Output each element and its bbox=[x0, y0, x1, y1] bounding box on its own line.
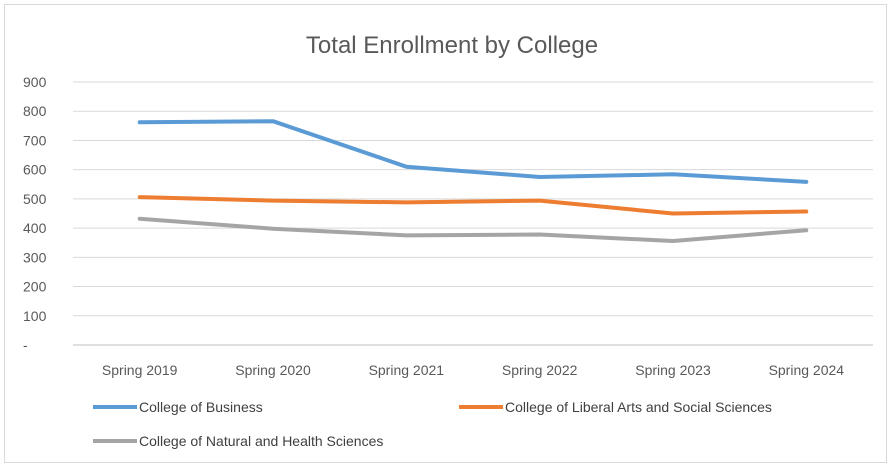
line-chart: Total Enrollment by College - 100 200 300 40… bbox=[23, 32, 873, 449]
y-tick-label: 700 bbox=[23, 132, 47, 148]
x-tick-label: Spring 2024 bbox=[769, 362, 845, 378]
x-tick-label: Spring 2019 bbox=[102, 362, 178, 378]
y-tick-label: 800 bbox=[23, 103, 47, 119]
y-tick-label: 900 bbox=[23, 74, 47, 90]
x-tick-label: Spring 2020 bbox=[235, 362, 311, 378]
y-tick-label: 600 bbox=[23, 162, 47, 178]
y-tick-label: 400 bbox=[23, 220, 47, 236]
legend-label: College of Business bbox=[139, 399, 263, 415]
chart-title: Total Enrollment by College bbox=[306, 32, 598, 59]
series-line-2 bbox=[137, 195, 809, 216]
y-tick-label: - bbox=[23, 337, 28, 353]
y-tick-label: 500 bbox=[23, 191, 47, 207]
x-tick-label: Spring 2022 bbox=[502, 362, 578, 378]
legend-label: College of Natural and Health Sciences bbox=[139, 433, 383, 449]
x-tick-label: Spring 2023 bbox=[635, 362, 711, 378]
y-tick-label: 300 bbox=[23, 249, 47, 265]
series-line-3 bbox=[137, 216, 809, 243]
y-tick-label: 100 bbox=[23, 308, 47, 324]
chart-area: Total Enrollment by College - 100 200 300 40… bbox=[4, 4, 887, 463]
legend-label: College of Liberal Arts and Social Scien… bbox=[505, 399, 772, 415]
series-line-1 bbox=[137, 119, 809, 184]
x-tick-label: Spring 2021 bbox=[369, 362, 445, 378]
y-tick-label: 200 bbox=[23, 279, 47, 295]
